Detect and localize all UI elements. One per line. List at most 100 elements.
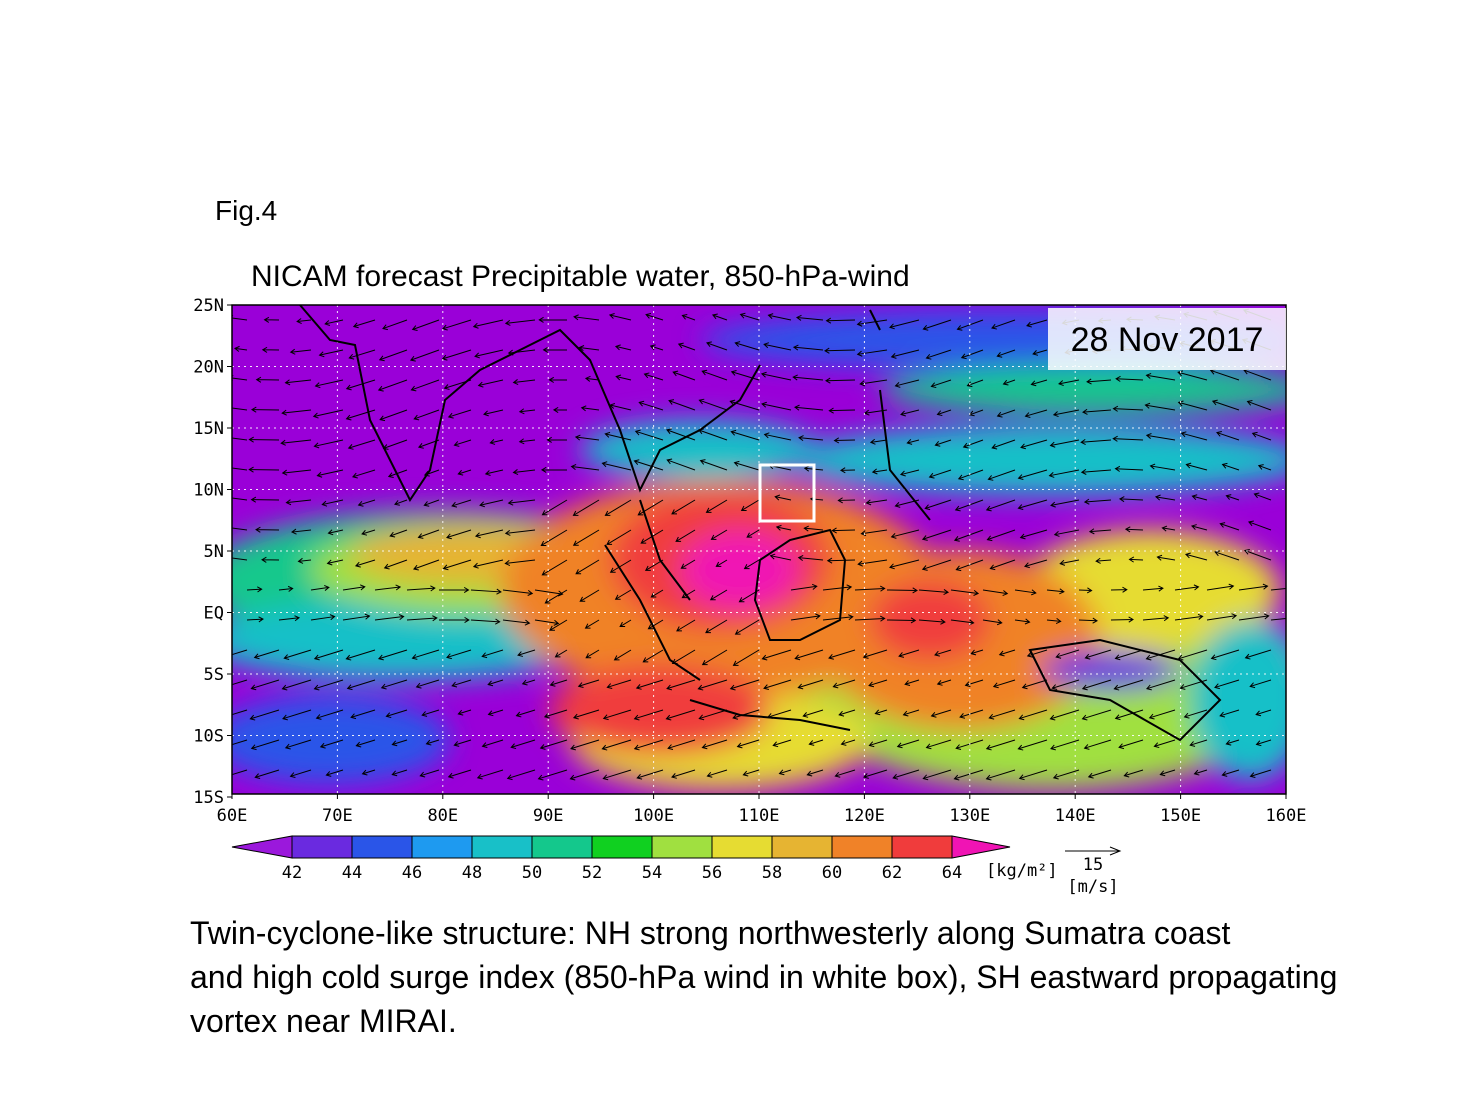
- wind-arrow: [636, 769, 664, 780]
- lon-label: 150E: [1160, 806, 1201, 826]
- wind-arrow: [868, 739, 888, 748]
- wind-arrow: [1051, 679, 1080, 690]
- wind-arrow: [1184, 552, 1208, 561]
- wind-arrow: [1002, 379, 1016, 386]
- wind-arrow: [504, 529, 536, 536]
- wind-arrow: [1083, 739, 1112, 750]
- wind-arrow: [992, 679, 1016, 689]
- wind-arrow: [1211, 399, 1240, 411]
- wind-arrow: [986, 529, 1016, 542]
- wind-arrow: [633, 739, 664, 751]
- wind-arrow: [540, 529, 568, 546]
- wind-arrow: [481, 739, 504, 749]
- wind-arrow: [1128, 556, 1144, 563]
- wind-arrow: [489, 439, 504, 445]
- wind-arrow: [278, 615, 301, 622]
- wind-arrow: [701, 649, 728, 666]
- wind-arrow: [345, 379, 376, 391]
- wind-arrow: [989, 559, 1016, 571]
- wind-arrow: [642, 649, 664, 663]
- wind-arrow: [638, 400, 664, 411]
- wind-arrow: [996, 349, 1016, 358]
- wind-arrow: [249, 709, 280, 721]
- wind-arrow: [569, 769, 600, 781]
- wind-arrow: [391, 739, 408, 747]
- wind-arrow: [960, 349, 984, 360]
- wind-arrow: [521, 679, 536, 686]
- wind-arrow: [1115, 375, 1144, 382]
- colorbar-segment: [711, 835, 773, 859]
- wind-arrow: [409, 349, 440, 362]
- wind-arrow: [391, 769, 408, 777]
- wind-arrow: [347, 439, 376, 450]
- wind-arrow: [1049, 439, 1080, 448]
- wind-arrow: [248, 436, 280, 443]
- colorbar-segment: [411, 835, 473, 859]
- wind-arrow: [543, 709, 568, 719]
- wind-arrow: [281, 469, 312, 476]
- wind-arrow: [1118, 739, 1144, 750]
- wind-arrow: [1206, 583, 1235, 591]
- wind-arrow: [378, 349, 408, 362]
- wind-arrow: [760, 371, 792, 381]
- wind-arrow: [1221, 769, 1240, 777]
- wind-arrow: [1210, 649, 1240, 661]
- lat-label: 10S: [193, 727, 224, 747]
- wind-arrow: [419, 769, 440, 778]
- colorbar-label: 52: [582, 863, 602, 883]
- wind-arrow: [840, 739, 856, 746]
- wind-arrow: [1118, 496, 1144, 503]
- wind-arrow: [794, 649, 824, 661]
- wind-arrow: [1049, 709, 1080, 721]
- colorbar-under: [231, 835, 293, 859]
- wind-arrow: [1177, 400, 1208, 411]
- wind-arrow: [232, 407, 248, 411]
- wind-arrow: [453, 739, 472, 747]
- vector-key-head: [1109, 846, 1122, 856]
- wind-arrow: [578, 345, 600, 351]
- lat-label: 15S: [193, 788, 224, 808]
- lat-label: 25N: [193, 296, 224, 316]
- wind-arrow: [797, 555, 824, 562]
- wind-arrow: [802, 709, 824, 718]
- wind-arrow: [250, 739, 280, 751]
- wind-arrow: [438, 586, 470, 593]
- lon-label: 60E: [217, 806, 248, 826]
- wind-arrow: [921, 529, 952, 541]
- wind-arrow: [361, 529, 376, 536]
- wind-arrow: [1081, 709, 1112, 721]
- colorbar: 42 44 46 48 50 52 54 56 58 60 62 64 [kg/m²]: [231, 835, 1058, 883]
- wind-arrow: [1255, 739, 1272, 747]
- wind-arrow: [1017, 739, 1048, 751]
- wind-arrow: [383, 559, 408, 570]
- wind-arrow: [248, 466, 280, 473]
- wind-arrow: [666, 458, 696, 471]
- wind-arrow: [709, 589, 728, 601]
- wind-arrow: [763, 342, 792, 351]
- wind-arrow: [438, 616, 470, 623]
- wind-arrow: [1078, 617, 1098, 624]
- wind-arrow: [417, 529, 440, 539]
- wind-arrow: [1114, 465, 1144, 472]
- wind-arrow: [899, 469, 920, 477]
- wind-arrow: [613, 649, 632, 661]
- lat-label: EQ: [204, 604, 224, 624]
- wind-arrow: [1225, 739, 1240, 746]
- wind-arrow: [1257, 464, 1272, 471]
- wind-arrow: [484, 469, 504, 476]
- wind-arrow: [1145, 433, 1176, 441]
- wind-arrow: [982, 589, 1009, 597]
- wind-arrow: [470, 618, 501, 625]
- wind-arrow: [318, 349, 344, 358]
- wind-arrow: [790, 613, 821, 621]
- wind-arrow: [649, 344, 664, 351]
- colorbar-label: 62: [882, 863, 902, 883]
- wind-arrow: [377, 379, 408, 392]
- wind-arrow: [698, 709, 728, 721]
- wind-arrow: [936, 409, 952, 417]
- wind-arrow: [540, 466, 568, 473]
- wind-arrow: [794, 404, 824, 411]
- map-field: [232, 305, 1286, 794]
- wind-arrow: [342, 584, 366, 591]
- wind-arrow: [746, 529, 760, 538]
